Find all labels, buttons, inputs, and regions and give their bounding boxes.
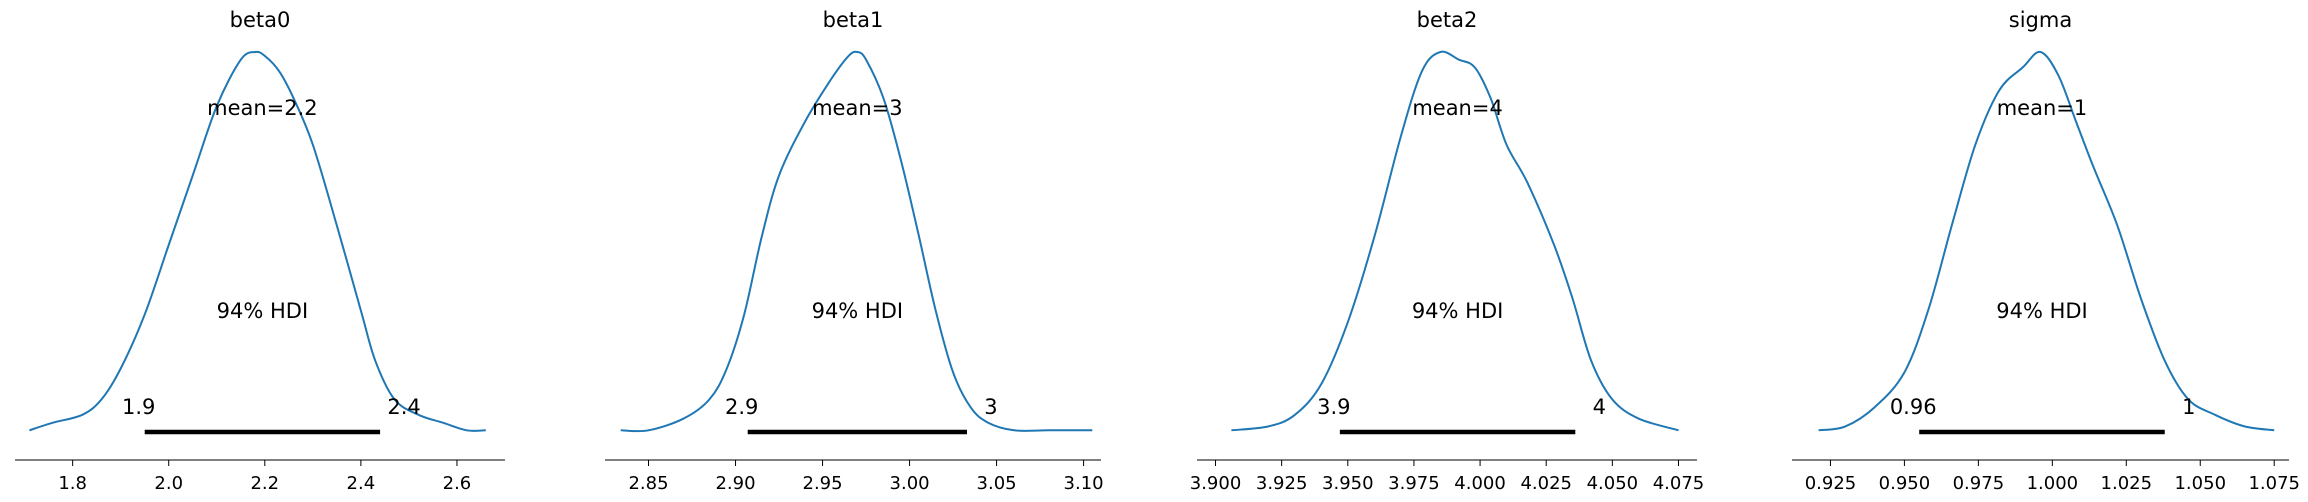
hdi-low-label: 3.9 xyxy=(1317,395,1350,419)
x-tick-label: 0.950 xyxy=(1879,473,1931,494)
x-tick-label: 1.8 xyxy=(58,473,87,494)
x-tick-label: 1.050 xyxy=(2174,473,2226,494)
mean-label: mean=4 xyxy=(1412,96,1503,120)
x-tick-label: 4.075 xyxy=(1653,473,1705,494)
mean-label: mean=3 xyxy=(812,96,903,120)
hdi-high-label: 3 xyxy=(984,395,997,419)
x-tick-label: 3.10 xyxy=(1064,473,1104,494)
density-curve xyxy=(620,50,1093,433)
hdi-label: 94% HDI xyxy=(217,299,309,323)
x-tick-label: 3.900 xyxy=(1190,473,1242,494)
x-tick-label: 2.0 xyxy=(154,473,183,494)
hdi-label: 94% HDI xyxy=(812,299,904,323)
panel-title: beta1 xyxy=(823,8,884,32)
x-tick-label: 3.950 xyxy=(1322,473,1374,494)
x-tick-label: 2.4 xyxy=(347,473,376,494)
x-tick-label: 1.000 xyxy=(2027,473,2079,494)
x-tick-label: 2.85 xyxy=(628,473,668,494)
hdi-low-label: 0.96 xyxy=(1890,395,1937,419)
hdi-high-label: 2.4 xyxy=(387,395,420,419)
x-tick-label: 4.000 xyxy=(1454,473,1506,494)
hdi-low-label: 1.9 xyxy=(122,395,155,419)
panel-title: sigma xyxy=(2009,8,2072,32)
x-tick-label: 2.6 xyxy=(443,473,472,494)
x-tick-label: 2.2 xyxy=(250,473,279,494)
x-tick-label: 1.025 xyxy=(2101,473,2153,494)
hdi-high-label: 1 xyxy=(2182,395,2195,419)
hdi-high-label: 4 xyxy=(1593,395,1606,419)
mean-label: mean=1 xyxy=(1997,96,2088,120)
hdi-label: 94% HDI xyxy=(1996,299,2088,323)
hdi-low-label: 2.9 xyxy=(725,395,758,419)
hdi-label: 94% HDI xyxy=(1412,299,1504,323)
x-tick-label: 4.025 xyxy=(1520,473,1572,494)
x-tick-label: 2.90 xyxy=(715,473,755,494)
x-tick-label: 2.95 xyxy=(803,473,843,494)
x-tick-label: 0.925 xyxy=(1805,473,1857,494)
panel-title: beta2 xyxy=(1417,8,1478,32)
panel-title: beta0 xyxy=(230,8,291,32)
x-tick-label: 4.050 xyxy=(1587,473,1639,494)
density-curve xyxy=(29,50,486,432)
mean-label: mean=2.2 xyxy=(207,96,318,120)
density-curve xyxy=(1818,50,2275,432)
x-tick-label: 3.00 xyxy=(890,473,930,494)
x-tick-label: 3.925 xyxy=(1256,473,1308,494)
x-tick-label: 0.975 xyxy=(1953,473,2005,494)
x-tick-label: 3.975 xyxy=(1388,473,1440,494)
x-tick-label: 3.05 xyxy=(977,473,1017,494)
density-curve xyxy=(1231,50,1679,432)
x-tick-label: 1.075 xyxy=(2248,473,2300,494)
